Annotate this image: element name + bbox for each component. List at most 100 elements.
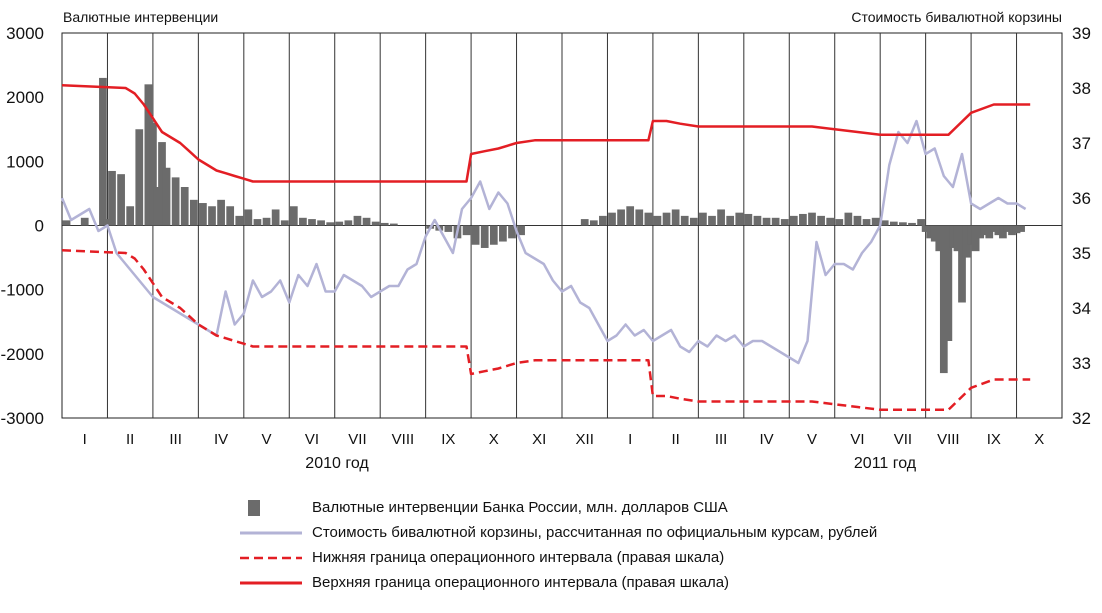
intervention-bar — [999, 225, 1007, 239]
intervention-bar — [462, 225, 471, 236]
intervention-bar — [1003, 225, 1012, 232]
intervention-bar — [780, 219, 789, 226]
intervention-bar — [149, 122, 157, 226]
intervention-bar — [735, 212, 744, 226]
intervention-bar — [944, 225, 953, 341]
left-axis-title: Валютные интервенции — [63, 9, 218, 25]
line-swatch-icon — [240, 523, 312, 543]
month-label: V — [807, 431, 817, 448]
month-labels: I II III IV V VI VII VIII IX X XI XII I II III IV V VI VII… — [83, 431, 1045, 448]
intervention-bar — [935, 225, 944, 252]
intervention-bar — [635, 209, 644, 226]
left-tick-label: -2000 — [1, 345, 44, 364]
intervention-bar — [62, 220, 71, 226]
right-axis-title: Стоимость бивалютной корзины — [851, 9, 1062, 25]
intervention-bar — [762, 217, 771, 226]
intervention-bar — [508, 225, 516, 239]
intervention-bar — [817, 215, 825, 226]
month-label: VII — [894, 431, 912, 448]
intervention-bar — [744, 213, 753, 226]
intervention-bar — [326, 222, 335, 226]
intervention-bar — [958, 225, 966, 303]
intervention-bar — [953, 225, 962, 252]
month-label: VIII — [937, 431, 960, 448]
right-axis-ticks: 39 38 37 36 35 34 33 32 — [1072, 24, 1091, 428]
right-tick-label: 39 — [1072, 24, 1091, 43]
intervention-bar — [444, 225, 453, 232]
intervention-bar — [353, 215, 362, 226]
intervention-bar — [926, 225, 935, 239]
intervention-bar — [899, 222, 907, 226]
intervention-bar — [753, 215, 762, 226]
month-label: X — [489, 431, 499, 448]
intervention-bar — [308, 219, 316, 226]
intervention-bar — [517, 225, 525, 236]
month-label: III — [715, 431, 728, 448]
line-swatch-icon — [240, 573, 312, 593]
legend-label: Стоимость бивалютной корзины, рассчитанн… — [312, 524, 878, 541]
right-tick-label: 37 — [1072, 134, 1091, 153]
intervention-bar — [158, 142, 166, 226]
intervention-bar — [380, 222, 389, 226]
month-label: IV — [759, 431, 773, 448]
bar-swatch-icon — [240, 498, 312, 518]
right-tick-label: 32 — [1072, 409, 1091, 428]
intervention-bar — [199, 203, 207, 226]
intervention-bar — [844, 212, 853, 226]
intervention-bar — [499, 225, 507, 242]
intervention-bar — [971, 225, 980, 252]
intervention-bar — [771, 217, 780, 226]
intervention-bar — [244, 209, 253, 226]
intervention-bar — [235, 215, 244, 226]
right-tick-label: 34 — [1072, 299, 1091, 318]
intervention-bar — [1012, 225, 1021, 234]
month-label: XI — [532, 431, 546, 448]
plot-area — [60, 32, 1063, 419]
intervention-bar — [344, 220, 353, 226]
intervention-bar — [1017, 225, 1025, 232]
intervention-bar — [144, 84, 153, 226]
intervention-bar — [644, 212, 653, 226]
left-tick-label: -3000 — [1, 409, 44, 428]
month-label: X — [1034, 431, 1044, 448]
intervention-bar — [117, 174, 125, 226]
intervention-bar — [217, 199, 225, 226]
intervention-bar — [389, 223, 398, 226]
intervention-bar — [889, 221, 898, 226]
intervention-bar — [171, 177, 180, 226]
left-tick-label: 3000 — [6, 24, 44, 43]
legend-item-basket: Стоимость бивалютной корзины, рассчитанн… — [240, 520, 877, 545]
intervention-bar — [967, 225, 975, 245]
intervention-bar — [917, 219, 925, 226]
legend: Валютные интервенции Банка России, млн. … — [240, 495, 877, 595]
intervention-bar — [617, 209, 625, 226]
intervention-bar — [371, 221, 380, 226]
legend-label: Нижняя граница операционного интервала (… — [312, 549, 725, 566]
intervention-bar — [671, 209, 680, 226]
intervention-bar — [1008, 225, 1016, 236]
legend-label: Валютные интервенции Банка России, млн. … — [312, 499, 728, 516]
intervention-bar — [108, 170, 116, 226]
intervention-bar — [99, 77, 107, 226]
intervention-bar — [226, 206, 235, 226]
intervention-bar — [153, 187, 162, 226]
intervention-bar — [862, 219, 871, 226]
intervention-bar — [253, 219, 262, 226]
month-label: V — [262, 431, 272, 448]
intervention-bar — [653, 215, 662, 226]
intervention-bar — [335, 221, 344, 226]
left-tick-label: -1000 — [1, 281, 44, 300]
intervention-bar — [626, 206, 635, 226]
month-label: I — [83, 431, 87, 448]
intervention-bar — [880, 220, 889, 226]
intervention-bar — [921, 225, 930, 232]
legend-item-interventions: Валютные интервенции Банка России, млн. … — [240, 495, 877, 520]
intervention-bar — [799, 213, 807, 226]
intervention-bar — [289, 206, 298, 226]
intervention-bar — [599, 215, 607, 226]
lower-bound-line — [61, 249, 1031, 412]
intervention-bar — [853, 215, 862, 226]
intervention-bar — [989, 225, 998, 232]
intervention-bar — [180, 187, 189, 226]
intervention-bar — [135, 129, 144, 226]
